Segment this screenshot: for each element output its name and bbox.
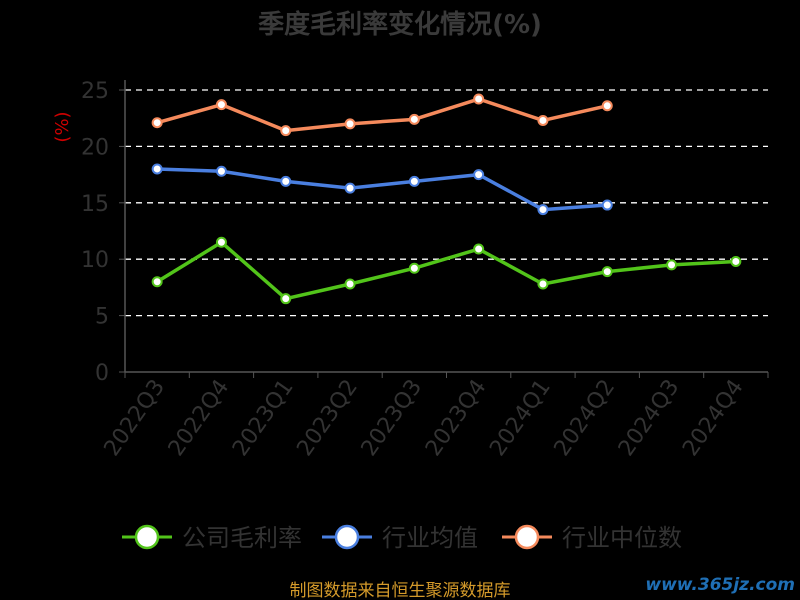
legend-label: 行业中位数: [562, 524, 682, 552]
watermark-text: www.365jz.com: [645, 575, 795, 595]
data-point[interactable]: [408, 113, 420, 125]
y-tick-label: 5: [95, 305, 109, 330]
legend-label: 行业均值: [382, 524, 478, 552]
x-tick-label: 2023Q1: [228, 375, 299, 461]
data-point[interactable]: [151, 117, 163, 129]
data-point[interactable]: [666, 259, 678, 271]
legend-item-1[interactable]: 行业均值: [322, 524, 478, 552]
data-point[interactable]: [473, 169, 485, 181]
y-tick-label: 25: [81, 79, 109, 104]
axes: 0 5 10 15 20 25 2022Q32022Q42023Q12023Q22023Q3…: [81, 79, 769, 461]
data-point[interactable]: [408, 175, 420, 187]
legend-item-2[interactable]: 行业中位数: [502, 524, 682, 552]
legend-marker: [134, 524, 160, 550]
series-line-1: [157, 167, 608, 212]
data-point[interactable]: [537, 114, 549, 126]
legend-marker: [334, 524, 360, 550]
data-point[interactable]: [215, 236, 227, 248]
y-tick-label: 15: [81, 192, 109, 217]
data-point[interactable]: [344, 118, 356, 130]
x-tick-label: 2023Q2: [292, 375, 363, 461]
data-point[interactable]: [151, 276, 163, 288]
gridlines: [125, 89, 768, 317]
x-tick-label: 2023Q3: [357, 375, 428, 461]
data-point[interactable]: [473, 243, 485, 255]
chart-title: 季度毛利率变化情况(%): [258, 9, 542, 40]
data-point[interactable]: [537, 278, 549, 290]
y-tick-label: 0: [95, 361, 109, 386]
data-point[interactable]: [280, 293, 292, 305]
series-line-2: [156, 97, 608, 133]
source-footer: 制图数据来自恒生聚源数据库: [290, 581, 511, 600]
x-tick-label: 2023Q4: [421, 375, 492, 461]
x-tick-label: 2024Q1: [485, 375, 556, 461]
legend-item-0[interactable]: 公司毛利率: [122, 524, 302, 552]
x-tick-label: 2024Q2: [550, 375, 621, 461]
data-point[interactable]: [215, 165, 227, 177]
data-point[interactable]: [601, 199, 613, 211]
data-point[interactable]: [215, 99, 227, 111]
y-tick-label: 20: [81, 135, 109, 160]
legend[interactable]: 公司毛利率 行业均值 行业中位数: [122, 524, 682, 552]
data-point[interactable]: [151, 163, 163, 175]
data-point[interactable]: [601, 266, 613, 278]
y-tick-label: 10: [81, 248, 109, 273]
x-tick-label: 2024Q3: [614, 375, 685, 461]
data-point[interactable]: [730, 255, 742, 267]
data-point[interactable]: [344, 182, 356, 194]
x-tick-label: 2022Q4: [164, 375, 235, 461]
series-line-0: [156, 240, 736, 301]
data-point[interactable]: [344, 278, 356, 290]
data-point[interactable]: [280, 125, 292, 137]
x-tick-label: 2022Q3: [100, 375, 171, 461]
y-axis-label: (%): [52, 111, 73, 142]
data-point[interactable]: [408, 262, 420, 274]
data-point[interactable]: [601, 100, 613, 112]
data-point[interactable]: [537, 204, 549, 216]
data-point[interactable]: [473, 93, 485, 105]
legend-marker: [514, 524, 540, 550]
x-tick-label: 2024Q4: [678, 375, 749, 461]
series-layer: [151, 93, 742, 305]
legend-label: 公司毛利率: [182, 524, 302, 552]
data-point[interactable]: [280, 175, 292, 187]
